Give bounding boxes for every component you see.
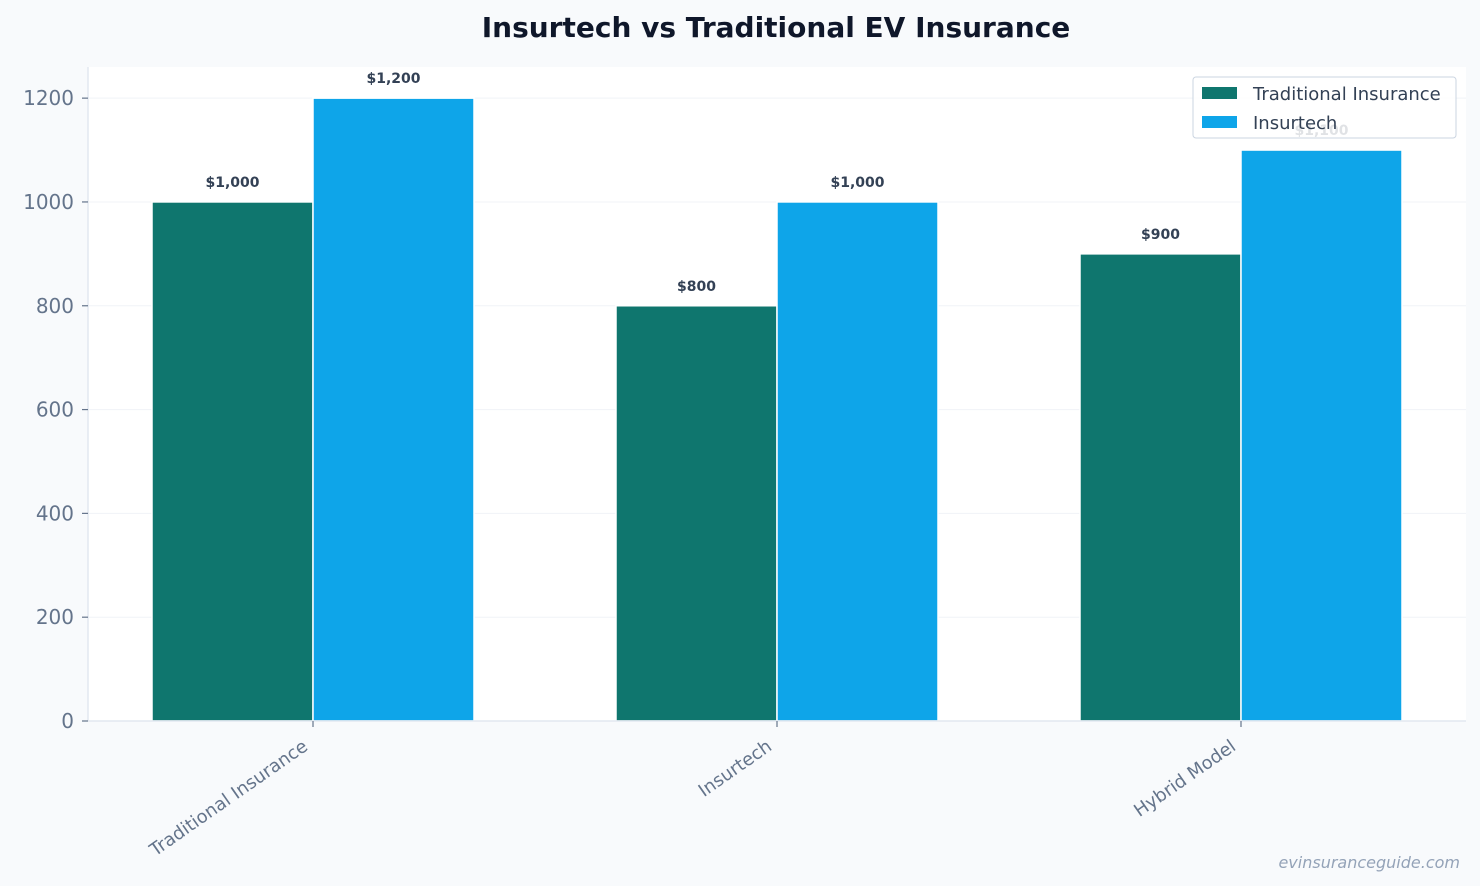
bars-layer — [151, 97, 1403, 722]
bar-insurtech — [1240, 149, 1403, 722]
y-tick-label: 600 — [36, 398, 74, 422]
data-label: $1,200 — [366, 71, 420, 87]
data-label: $800 — [677, 279, 716, 295]
y-tick-label: 1200 — [23, 86, 74, 110]
y-tick-label: 400 — [36, 501, 74, 525]
data-label: $1,000 — [830, 175, 884, 191]
bar-traditional — [615, 305, 778, 722]
data-label: $900 — [1141, 227, 1180, 243]
y-tick-label: 1000 — [23, 190, 74, 214]
y-tick-label: 200 — [36, 605, 74, 629]
data-label: $1,000 — [205, 175, 259, 191]
legend-box — [1192, 76, 1457, 139]
bar-traditional — [151, 201, 314, 722]
legend-swatch — [1202, 87, 1237, 99]
y-tick-label: 0 — [61, 709, 74, 733]
legend-label: Traditional Insurance — [1252, 84, 1441, 105]
legend-label: Insurtech — [1253, 113, 1337, 134]
bar-insurtech — [312, 97, 475, 722]
legend-swatch — [1202, 116, 1237, 128]
watermark: evinsuranceguide.com — [1278, 853, 1460, 872]
legend: Traditional Insurance Insurtech — [1192, 76, 1457, 139]
chart-title: Insurtech vs Traditional EV Insurance — [482, 11, 1071, 44]
y-tick-label: 800 — [36, 294, 74, 318]
bar-traditional — [1079, 253, 1242, 722]
legend-items: Traditional Insurance Insurtech — [1202, 84, 1441, 134]
bar-insurtech — [776, 201, 939, 722]
